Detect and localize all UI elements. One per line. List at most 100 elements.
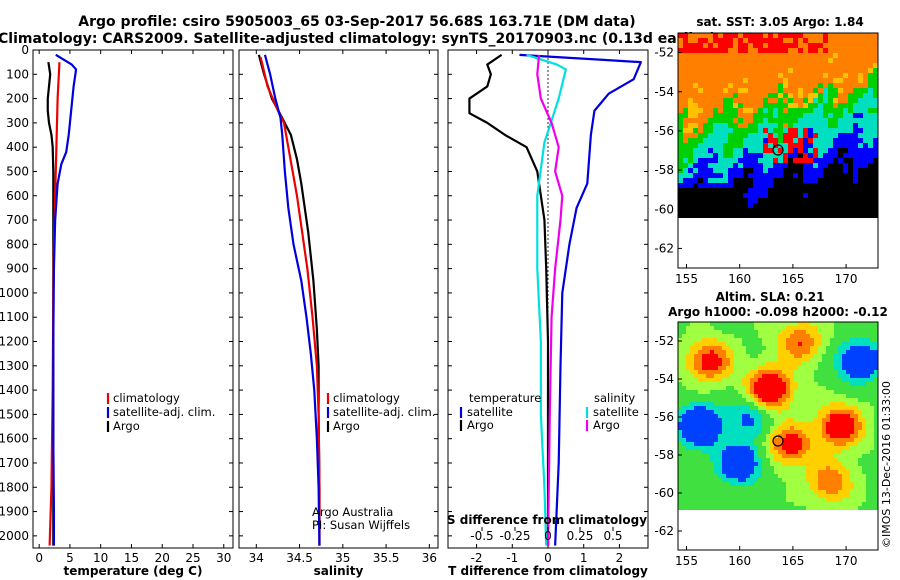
sla-cell bbox=[694, 470, 698, 474]
sla-cell bbox=[770, 482, 774, 486]
sst-cell bbox=[803, 103, 808, 108]
sla-cell bbox=[794, 462, 798, 466]
sla-cell bbox=[846, 498, 850, 502]
sst-cell bbox=[813, 103, 818, 108]
sla-cell bbox=[750, 482, 754, 486]
sla-cell bbox=[718, 506, 722, 510]
sst-cell bbox=[693, 198, 698, 203]
sla-cell bbox=[714, 458, 718, 462]
sla-cell bbox=[710, 458, 714, 462]
sst-cell bbox=[698, 198, 703, 203]
sst-cell bbox=[708, 138, 713, 143]
sst-cell bbox=[868, 53, 873, 58]
sla-cell bbox=[814, 374, 818, 378]
sla-cell bbox=[822, 462, 826, 466]
sla-cell bbox=[854, 402, 858, 406]
sla-cell bbox=[718, 414, 722, 418]
sst-cell bbox=[853, 173, 858, 178]
sla-cell bbox=[818, 426, 822, 430]
sla-cell bbox=[790, 446, 794, 450]
sla-cell bbox=[718, 458, 722, 462]
sla-cell bbox=[782, 406, 786, 410]
sla-cell bbox=[782, 466, 786, 470]
sla-cell bbox=[786, 430, 790, 434]
sla-cell bbox=[738, 406, 742, 410]
sla-cell bbox=[866, 506, 870, 510]
sst-cell bbox=[793, 88, 798, 93]
sst-cell bbox=[693, 128, 698, 133]
sla-cell bbox=[782, 446, 786, 450]
sla-cell bbox=[850, 374, 854, 378]
sla-cell bbox=[854, 434, 858, 438]
sla-cell bbox=[694, 326, 698, 330]
sst-cell bbox=[828, 123, 833, 128]
sla-cell bbox=[794, 398, 798, 402]
sst-cell bbox=[828, 153, 833, 158]
sla-cell bbox=[850, 450, 854, 454]
sla-cell bbox=[682, 414, 686, 418]
map-x-tick-label: 170 bbox=[835, 554, 858, 568]
sst-cell bbox=[683, 163, 688, 168]
sla-cell bbox=[722, 470, 726, 474]
sla-cell bbox=[850, 434, 854, 438]
sla-cell bbox=[686, 506, 690, 510]
sla-cell bbox=[874, 358, 878, 362]
sst-cell bbox=[838, 93, 843, 98]
sla-cell bbox=[810, 370, 814, 374]
sst-cell bbox=[858, 53, 863, 58]
sst-cell bbox=[813, 153, 818, 158]
sst-cell bbox=[698, 163, 703, 168]
sst-cell bbox=[728, 113, 733, 118]
sla-cell bbox=[762, 330, 766, 334]
sst-cell bbox=[733, 208, 738, 213]
sst-cell bbox=[778, 103, 783, 108]
sla-cell bbox=[786, 374, 790, 378]
sst-cell bbox=[753, 173, 758, 178]
sla-cell bbox=[726, 334, 730, 338]
sla-cell bbox=[818, 346, 822, 350]
sla-cell bbox=[738, 494, 742, 498]
sla-cell bbox=[706, 466, 710, 470]
sst-cell bbox=[738, 178, 743, 183]
sla-cell bbox=[862, 386, 866, 390]
sst-cell bbox=[698, 43, 703, 48]
sst-cell bbox=[868, 213, 873, 218]
sla-cell bbox=[742, 438, 746, 442]
sla-cell bbox=[702, 386, 706, 390]
sla-cell bbox=[826, 406, 830, 410]
sla-cell bbox=[798, 358, 802, 362]
sla-cell bbox=[870, 342, 874, 346]
sla-cell bbox=[786, 458, 790, 462]
sst-cell bbox=[793, 188, 798, 193]
sla-cell bbox=[706, 334, 710, 338]
sst-cell bbox=[728, 213, 733, 218]
sla-cell bbox=[842, 462, 846, 466]
sla-cell bbox=[738, 442, 742, 446]
sla-cell bbox=[834, 394, 838, 398]
sst-cell bbox=[688, 78, 693, 83]
sla-cell bbox=[730, 322, 734, 326]
sst-cell bbox=[763, 173, 768, 178]
sla-cell bbox=[734, 362, 738, 366]
sla-cell bbox=[802, 438, 806, 442]
sla-cell bbox=[854, 382, 858, 386]
sla-cell bbox=[862, 350, 866, 354]
sst-cell bbox=[858, 78, 863, 83]
sla-cell bbox=[806, 450, 810, 454]
sla-cell bbox=[778, 494, 782, 498]
sst-cell bbox=[868, 103, 873, 108]
sla-cell bbox=[774, 410, 778, 414]
sst-cell bbox=[768, 188, 773, 193]
sst-cell bbox=[863, 183, 868, 188]
sst-cell bbox=[858, 158, 863, 163]
sst-cell bbox=[783, 178, 788, 183]
sla-cell bbox=[714, 386, 718, 390]
sst-cell bbox=[733, 178, 738, 183]
sst-cell bbox=[858, 143, 863, 148]
sla-cell bbox=[690, 330, 694, 334]
sla-cell bbox=[798, 498, 802, 502]
sst-cell bbox=[808, 128, 813, 133]
sla-cell bbox=[738, 410, 742, 414]
sst-cell bbox=[873, 168, 878, 173]
sst-cell bbox=[833, 163, 838, 168]
